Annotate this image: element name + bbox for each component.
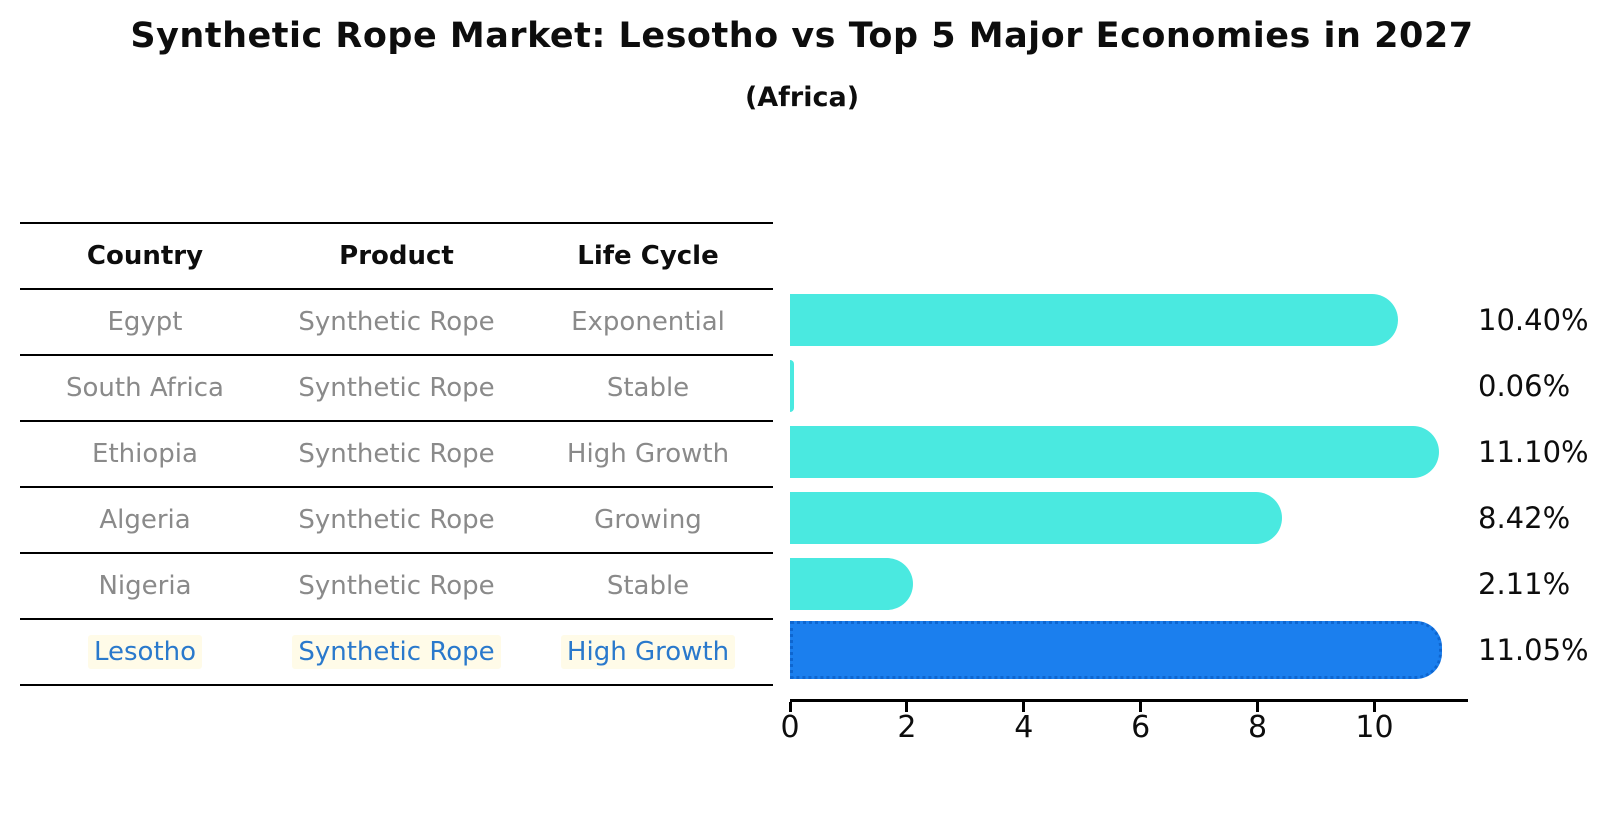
bar-row-south-africa: [790, 353, 1468, 419]
table-header-life-cycle: Life Cycle: [577, 241, 719, 271]
table-cell-text: Nigeria: [98, 571, 192, 601]
table-cell-life-cycle: Exponential: [523, 307, 773, 337]
table-cell-life-cycle: Growing: [523, 505, 773, 535]
table-cell-product: Synthetic Rope: [270, 505, 523, 535]
table-cell-life-cycle: High Growth: [523, 439, 773, 469]
table-cell-product: Synthetic Rope: [270, 571, 523, 601]
table-cell-text: Algeria: [99, 505, 191, 535]
table-cell-text: Synthetic Rope: [298, 439, 495, 469]
table-cell-country: Nigeria: [20, 571, 270, 601]
table-row: Algeria Synthetic Rope Growing: [20, 486, 773, 552]
table-cell-text: Stable: [606, 373, 690, 403]
table-cell-product: Synthetic Rope: [270, 439, 523, 469]
table-cell-country: Algeria: [20, 505, 270, 535]
bar-value-label: 11.05%: [1478, 633, 1589, 667]
bar: [790, 294, 1398, 346]
table-row: South Africa Synthetic Rope Stable: [20, 354, 773, 420]
bar-value-label: 2.11%: [1478, 567, 1571, 601]
table-cell-text: Synthetic Rope: [298, 505, 495, 535]
bar: [790, 492, 1283, 544]
x-axis-tick-label: 10: [1355, 710, 1394, 745]
bar-value-label: 0.06%: [1478, 369, 1571, 403]
bar-row-nigeria: [790, 551, 1468, 617]
table-row: Lesotho Synthetic Rope High Growth: [20, 618, 773, 686]
country-table: Country Product Life Cycle Egypt Syntheti…: [20, 222, 773, 686]
table-row: Egypt Synthetic Rope Exponential: [20, 288, 773, 354]
table-cell-text: Exponential: [571, 307, 725, 337]
table-cell-life-cycle: Stable: [523, 571, 773, 601]
bar-value-label: 8.42%: [1478, 501, 1571, 535]
table-cell-text: South Africa: [66, 373, 224, 403]
bar-plot-area: [790, 287, 1468, 683]
table-cell-product: Synthetic Rope: [270, 307, 523, 337]
table-cell-text: Synthetic Rope: [292, 635, 501, 669]
table-cell-text: High Growth: [560, 635, 736, 669]
table-cell-text: Egypt: [107, 307, 183, 337]
table-cell-life-cycle: High Growth: [523, 635, 773, 669]
table-cell-life-cycle: Stable: [523, 373, 773, 403]
table-header-row: Country Product Life Cycle: [20, 222, 773, 288]
table-header-country: Country: [86, 241, 204, 271]
x-axis-tick-mark: [1139, 702, 1143, 712]
x-axis-tick-mark: [788, 702, 792, 712]
x-axis-tick-label: 6: [1131, 710, 1151, 745]
x-axis-tick-label: 2: [897, 710, 917, 745]
bar: [790, 360, 794, 412]
table-cell-text: Stable: [606, 571, 690, 601]
bar-row-ethiopia: [790, 419, 1468, 485]
chart-subtitle: (Africa): [744, 82, 860, 113]
x-axis-tick-mark: [1256, 702, 1260, 712]
table-cell-text: Growing: [594, 505, 702, 535]
table-cell-country: South Africa: [20, 373, 270, 403]
table-cell-product: Synthetic Rope: [270, 635, 523, 669]
table-cell-text: Synthetic Rope: [298, 373, 495, 403]
bar-row-lesotho: [790, 617, 1468, 683]
table-cell-text: Lesotho: [87, 635, 203, 669]
table-cell-text: Synthetic Rope: [298, 307, 495, 337]
x-axis-tick-mark: [905, 702, 909, 712]
table-cell-text: Synthetic Rope: [298, 571, 495, 601]
table-cell-country: Egypt: [20, 307, 270, 337]
x-axis-tick-mark: [1372, 702, 1376, 712]
table-row: Ethiopia Synthetic Rope High Growth: [20, 420, 773, 486]
table-cell-country: Ethiopia: [20, 439, 270, 469]
x-axis-tick-label: 0: [780, 710, 800, 745]
x-axis-tick-label: 4: [1014, 710, 1034, 745]
x-axis-tick-mark: [1022, 702, 1026, 712]
chart-title: Synthetic Rope Market: Lesotho vs Top 5 …: [130, 16, 1474, 56]
table-cell-product: Synthetic Rope: [270, 373, 523, 403]
table-cell-text: Ethiopia: [92, 439, 198, 469]
x-axis-line: [790, 699, 1468, 702]
bar: [790, 426, 1439, 478]
x-axis-tick-label: 8: [1248, 710, 1268, 745]
highlighted-bar: [790, 621, 1442, 679]
bar-value-label: 11.10%: [1478, 435, 1589, 469]
bar: [790, 558, 914, 610]
bar-row-egypt: [790, 287, 1468, 353]
table-row: Nigeria Synthetic Rope Stable: [20, 552, 773, 618]
table-body: Egypt Synthetic Rope Exponential South Afri…: [20, 288, 773, 686]
bar-value-label: 10.40%: [1478, 303, 1589, 337]
table-header-product: Product: [339, 241, 454, 271]
table-cell-text: High Growth: [566, 439, 730, 469]
table-cell-country: Lesotho: [20, 635, 270, 669]
bar-row-algeria: [790, 485, 1468, 551]
